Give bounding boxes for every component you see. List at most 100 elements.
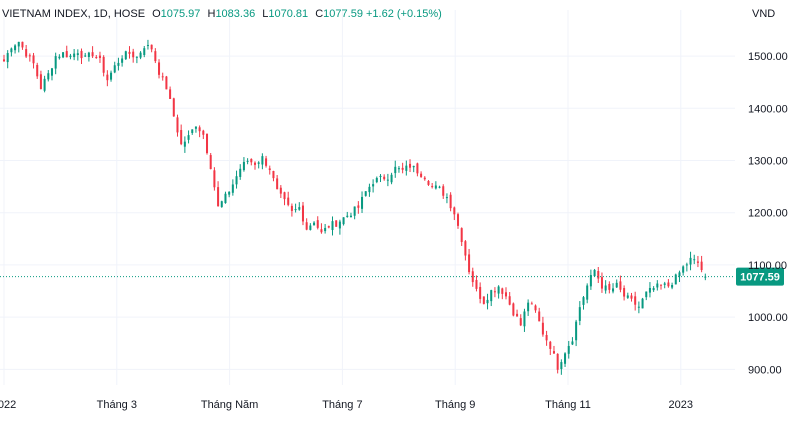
candle-body[interactable] (364, 191, 367, 196)
candle-body[interactable] (641, 298, 644, 309)
candle-body[interactable] (224, 193, 227, 204)
candle-body[interactable] (202, 130, 205, 135)
candle-body[interactable] (438, 186, 441, 188)
candle-body[interactable] (253, 162, 257, 165)
candle-body[interactable] (54, 56, 57, 69)
candle-body[interactable] (220, 201, 223, 207)
candle-body[interactable] (87, 52, 90, 58)
candle-body[interactable] (660, 284, 663, 286)
candle-body[interactable] (191, 129, 194, 133)
candle-body[interactable] (305, 222, 308, 230)
candle-body[interactable] (2, 59, 6, 62)
candle-body[interactable] (298, 207, 301, 210)
candle-body[interactable] (390, 174, 393, 183)
candle-body[interactable] (353, 206, 356, 216)
candle-body[interactable] (575, 321, 578, 341)
candle-body[interactable] (342, 217, 345, 225)
candle-body[interactable] (213, 170, 216, 188)
candle-body[interactable] (372, 184, 375, 187)
candle-body[interactable] (538, 311, 541, 322)
candle-body[interactable] (375, 177, 378, 183)
candle-body[interactable] (287, 197, 290, 205)
candle-body[interactable] (320, 229, 323, 233)
candle-body[interactable] (608, 283, 611, 290)
candle-body[interactable] (475, 279, 478, 289)
candle-body[interactable] (198, 127, 201, 132)
candle-body[interactable] (28, 55, 31, 57)
candle-body[interactable] (331, 221, 334, 231)
candle-body[interactable] (416, 163, 419, 174)
candle-body[interactable] (43, 78, 46, 91)
candle-body[interactable] (427, 180, 430, 185)
candle-body[interactable] (648, 287, 651, 293)
candle-body[interactable] (21, 41, 24, 48)
candle-body[interactable] (456, 214, 460, 226)
candle-body[interactable] (261, 156, 264, 165)
candle-body[interactable] (471, 271, 474, 283)
candle-body[interactable] (309, 225, 312, 230)
candle-body[interactable] (349, 215, 352, 218)
candle-body[interactable] (76, 53, 79, 55)
candle-body[interactable] (486, 299, 489, 304)
candle-body[interactable] (612, 288, 615, 292)
candle-body[interactable] (434, 185, 437, 189)
candle-body[interactable] (47, 73, 50, 80)
candle-body[interactable] (445, 197, 448, 199)
candle-body[interactable] (135, 56, 138, 58)
candle-body[interactable] (479, 286, 482, 299)
candle-body[interactable] (420, 173, 423, 177)
candle-body[interactable] (442, 186, 445, 196)
candle-body[interactable] (91, 52, 94, 57)
candle-body[interactable] (95, 57, 98, 59)
candle-body[interactable] (630, 295, 633, 299)
candle-body[interactable] (272, 170, 275, 179)
candle-body[interactable] (39, 74, 42, 90)
candle-body[interactable] (549, 341, 552, 349)
candle-body[interactable] (696, 261, 699, 263)
candle-body[interactable] (534, 305, 537, 311)
candle-body[interactable] (25, 49, 28, 57)
candle-body[interactable] (32, 55, 35, 64)
candle-body[interactable] (652, 288, 655, 291)
candle-body[interactable] (139, 52, 142, 58)
candle-body[interactable] (265, 158, 268, 166)
candle-body[interactable] (453, 207, 456, 215)
candle-body[interactable] (586, 285, 589, 300)
candle-body[interactable] (600, 277, 603, 289)
candle-body[interactable] (545, 334, 548, 341)
candle-body[interactable] (615, 282, 618, 288)
candle-body[interactable] (276, 178, 279, 190)
candle-body[interactable] (150, 44, 153, 50)
candle-body[interactable] (560, 362, 563, 370)
candle-body[interactable] (6, 53, 9, 63)
candle-body[interactable] (338, 221, 341, 229)
candle-body[interactable] (512, 303, 515, 316)
candle-body[interactable] (516, 313, 519, 317)
candle-body[interactable] (128, 51, 131, 54)
candle-body[interactable] (205, 133, 209, 154)
candle-body[interactable] (106, 74, 109, 81)
candle-body[interactable] (368, 186, 371, 193)
candle-body[interactable] (14, 45, 17, 51)
candle-body[interactable] (194, 126, 197, 129)
candle-body[interactable] (589, 275, 592, 287)
candle-body[interactable] (17, 41, 20, 47)
candle-body[interactable] (626, 295, 629, 298)
candle-body[interactable] (98, 55, 101, 58)
candle-body[interactable] (158, 62, 161, 75)
candle-body[interactable] (405, 165, 408, 171)
candle-body[interactable] (169, 89, 172, 99)
candle-body[interactable] (172, 98, 175, 117)
candle-body[interactable] (117, 62, 120, 66)
candle-body[interactable] (412, 165, 415, 168)
candle-body[interactable] (65, 51, 68, 58)
candle-body[interactable] (490, 290, 493, 302)
candle-body[interactable] (62, 52, 65, 58)
candle-body[interactable] (165, 76, 168, 90)
candle-body[interactable] (678, 272, 681, 277)
candle-body[interactable] (508, 296, 511, 305)
candle-body[interactable] (183, 141, 186, 147)
candle-body[interactable] (290, 205, 293, 211)
candle-body[interactable] (571, 341, 574, 345)
candle-body[interactable] (235, 176, 238, 185)
